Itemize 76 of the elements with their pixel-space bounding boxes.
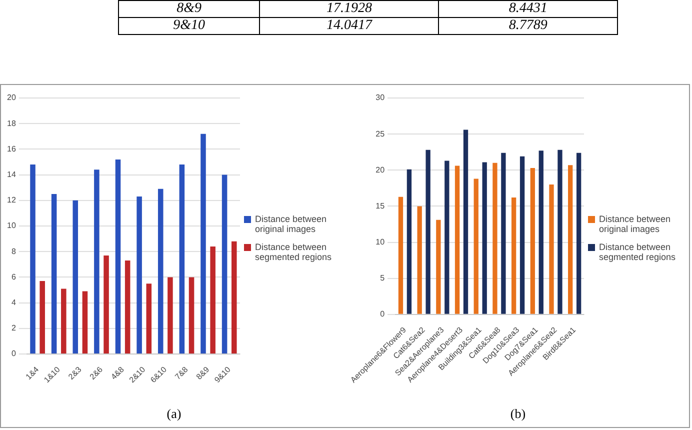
y-tick-label: 4: [11, 298, 16, 308]
bar: [51, 194, 57, 354]
x-tick-label: 2&6: [88, 364, 105, 382]
bar: [530, 168, 535, 314]
text: 9&10: [118, 18, 260, 34]
bar: [40, 281, 45, 354]
bar: [492, 162, 498, 314]
y-tick-label: 12: [6, 196, 16, 205]
bar: [168, 277, 173, 354]
y-tick-label: 0: [380, 310, 386, 319]
bar: [222, 174, 228, 354]
bar: [179, 164, 185, 354]
bar: [115, 159, 121, 354]
bar: [511, 198, 516, 314]
bar: [549, 184, 554, 314]
bar: [136, 196, 142, 354]
y-tick-label: 5: [380, 274, 386, 283]
bar: [482, 162, 487, 314]
bar: [200, 134, 206, 354]
y-tick-label: 10: [376, 237, 386, 246]
y-tick-label: 0: [11, 349, 16, 358]
y-tick-label: 25: [376, 129, 386, 138]
bar: [188, 277, 194, 354]
bar: [474, 178, 478, 314]
bar: [158, 188, 164, 354]
y-tick-label: 20: [6, 93, 16, 102]
y-tick-label: 14: [6, 170, 16, 180]
bar: [568, 165, 573, 314]
legend-label: Distance between segmented regions: [599, 242, 677, 262]
bar: [124, 260, 130, 354]
x-tick-label: 4&8: [109, 364, 126, 382]
y-tick-label: 20: [376, 165, 386, 174]
bar: [232, 241, 237, 354]
bar: [520, 156, 525, 314]
bar: [94, 170, 100, 354]
legend-label: Distance between segmented regions: [255, 242, 333, 262]
bar: [426, 150, 430, 314]
bar: [444, 160, 450, 314]
text: (a): [166, 406, 182, 422]
bar: [72, 200, 78, 354]
bar: [417, 206, 422, 314]
y-tick-label: 2: [11, 324, 16, 333]
bar: [104, 255, 109, 354]
text: 14.0417: [260, 18, 439, 34]
x-tick-label: 7&8: [173, 364, 190, 382]
bar: [406, 169, 412, 314]
text: (b): [509, 406, 527, 422]
bar: [436, 220, 441, 314]
bar: [501, 152, 506, 314]
bar: [463, 130, 468, 314]
bar: [61, 288, 66, 354]
y-tick-label: 6: [11, 272, 16, 282]
legend-label: Distance between original images: [255, 214, 328, 234]
bar: [576, 152, 582, 314]
text: 8.7789: [438, 18, 618, 34]
x-tick-label: 8&9: [194, 364, 212, 382]
y-tick-label: 30: [376, 93, 386, 102]
y-tick-label: 10: [6, 221, 16, 230]
bar: [30, 164, 36, 354]
bar: [398, 196, 404, 314]
bar: [538, 150, 544, 314]
bar: [210, 246, 216, 354]
text: 8.4431: [438, 0, 618, 18]
y-tick-label: 16: [6, 144, 16, 154]
y-tick-label: 15: [376, 201, 386, 210]
text: 8&9: [118, 0, 260, 18]
legend-label: Distance between original images: [599, 214, 672, 234]
x-tick-label: 1&4: [24, 364, 41, 382]
y-tick-label: 8: [11, 246, 16, 256]
text: 17.1928: [260, 0, 439, 18]
y-tick-label: 18: [6, 118, 16, 128]
bar: [82, 291, 88, 354]
bar: [146, 284, 152, 354]
bar: [558, 150, 562, 314]
bar: [454, 166, 460, 314]
x-tick-label: 2&3: [66, 364, 84, 382]
